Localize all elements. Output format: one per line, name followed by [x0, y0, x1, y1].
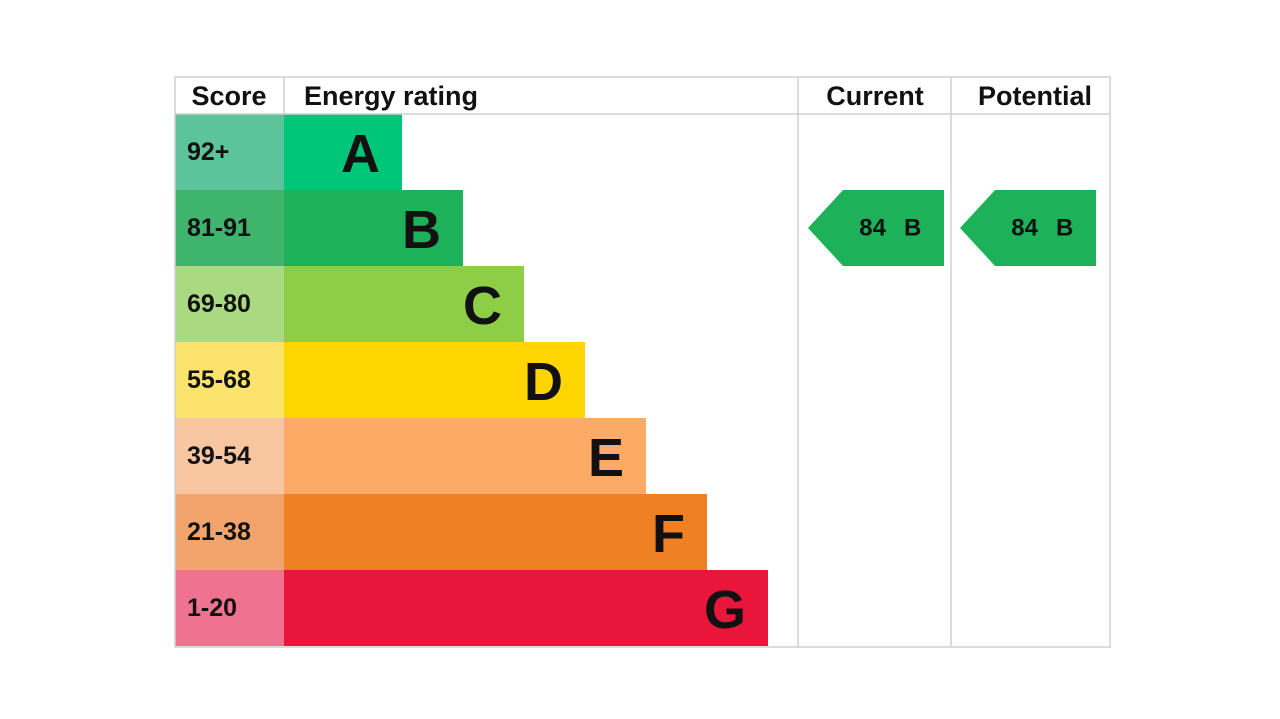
- rating-bar: [284, 190, 463, 266]
- score-label: 21-38: [187, 518, 251, 546]
- rating-letter: C: [463, 276, 502, 336]
- current-value: 84: [859, 215, 886, 242]
- table-border: [174, 76, 1111, 648]
- rating-letter: B: [402, 200, 441, 260]
- rating-bar: [284, 342, 585, 418]
- potential-value: 84: [1011, 215, 1038, 242]
- score-cell: [175, 418, 284, 494]
- score-cell: [175, 114, 284, 190]
- score-label: 55-68: [187, 366, 251, 394]
- rating-letter: E: [588, 428, 624, 488]
- potential-arrow: [960, 190, 1096, 266]
- score-cell: [175, 190, 284, 266]
- score-label: 92+: [187, 138, 229, 166]
- score-label: 39-54: [187, 442, 251, 470]
- score-cell: [175, 266, 284, 342]
- score-cell: [175, 494, 284, 570]
- header-current: Current: [826, 81, 924, 111]
- rating-letter: A: [341, 124, 380, 184]
- rating-letter: F: [652, 504, 685, 564]
- rating-bar: [284, 570, 768, 646]
- rating-bar: [284, 266, 524, 342]
- score-label: 69-80: [187, 290, 251, 318]
- current-arrow: [808, 190, 944, 266]
- header-score: Score: [191, 81, 266, 111]
- header-potential: Potential: [978, 81, 1092, 111]
- rating-letter: D: [524, 352, 563, 412]
- score-cell: [175, 570, 284, 646]
- score-label: 1-20: [187, 594, 237, 622]
- score-cell: [175, 342, 284, 418]
- rating-letter: G: [704, 580, 746, 640]
- rating-bar: [284, 114, 402, 190]
- potential-letter: B: [1056, 215, 1073, 242]
- rating-bar: [284, 494, 707, 570]
- score-label: 81-91: [187, 214, 251, 242]
- header-energy-rating: Energy rating: [304, 81, 478, 111]
- rating-bar: [284, 418, 646, 494]
- current-letter: B: [904, 215, 921, 242]
